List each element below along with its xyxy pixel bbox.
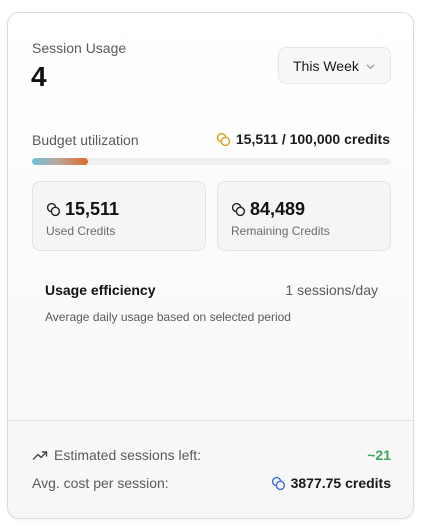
usage-efficiency-description: Average daily usage based on selected pe…	[45, 310, 291, 324]
estimated-sessions-row: Estimated sessions left: ~21	[32, 447, 391, 463]
estimated-sessions-label: Estimated sessions left:	[54, 447, 202, 463]
session-usage-label: Session Usage	[32, 40, 127, 56]
coins-icon	[271, 476, 286, 491]
footer-divider	[8, 420, 413, 421]
budget-value-text: 15,511 / 100,000 credits	[235, 131, 390, 147]
usage-efficiency-value: 1 sessions/day	[285, 282, 378, 298]
remaining-credits-label: Remaining Credits	[231, 224, 330, 238]
session-usage-card: Session Usage 4 This Week Budget utiliza…	[7, 12, 414, 519]
coins-icon	[46, 202, 61, 217]
used-credits-label: Used Credits	[46, 224, 116, 238]
used-credits-value: 15,511	[65, 199, 120, 219]
chevron-down-icon	[365, 61, 376, 72]
avg-cost-value: 3877.75 credits	[290, 475, 391, 491]
budget-utilization-value: 15,511 / 100,000 credits	[216, 131, 390, 147]
budget-utilization-label: Budget utilization	[32, 132, 139, 148]
budget-progress-bar	[32, 158, 391, 165]
trending-up-icon	[32, 447, 48, 463]
coins-icon	[216, 132, 231, 147]
avg-cost-row: Avg. cost per session: 3877.75 credits	[32, 475, 391, 491]
period-select[interactable]: This Week	[278, 47, 391, 84]
coins-icon	[231, 202, 246, 217]
avg-cost-label: Avg. cost per session:	[32, 475, 169, 491]
budget-progress-fill	[32, 158, 88, 165]
remaining-credits-box: 84,489 Remaining Credits	[217, 181, 391, 251]
period-select-value: This Week	[293, 57, 359, 74]
usage-efficiency-title: Usage efficiency	[45, 282, 156, 298]
estimated-sessions-value: ~21	[367, 447, 391, 463]
session-count: 4	[31, 61, 47, 92]
remaining-credits-value: 84,489	[250, 199, 306, 219]
used-credits-box: 15,511 Used Credits	[32, 181, 206, 251]
